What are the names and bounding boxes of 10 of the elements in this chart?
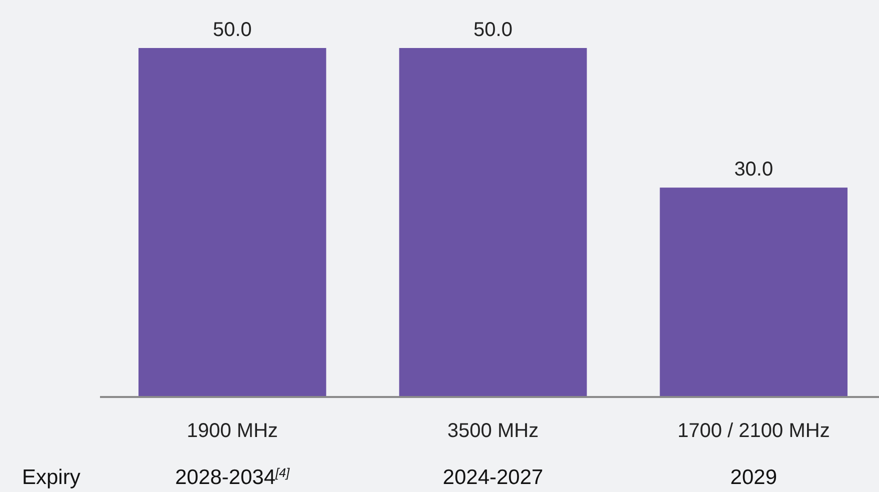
text: 2028-2034$^{[4]}$ bbox=[175, 466, 290, 489]
x-tick-label: 1900 MHz bbox=[186, 420, 278, 442]
text: 2029 bbox=[730, 466, 778, 489]
x-tick-label: 3500 MHz bbox=[447, 420, 539, 442]
x-tick-label: 1700 / 2100 MHz bbox=[678, 420, 830, 442]
data-label: 30.0 bbox=[734, 158, 774, 181]
data-label: 50.0 bbox=[212, 19, 252, 41]
text: 2024-2027 bbox=[442, 466, 544, 489]
data-label: 50.0 bbox=[474, 19, 512, 41]
text: Expiry bbox=[22, 466, 81, 489]
